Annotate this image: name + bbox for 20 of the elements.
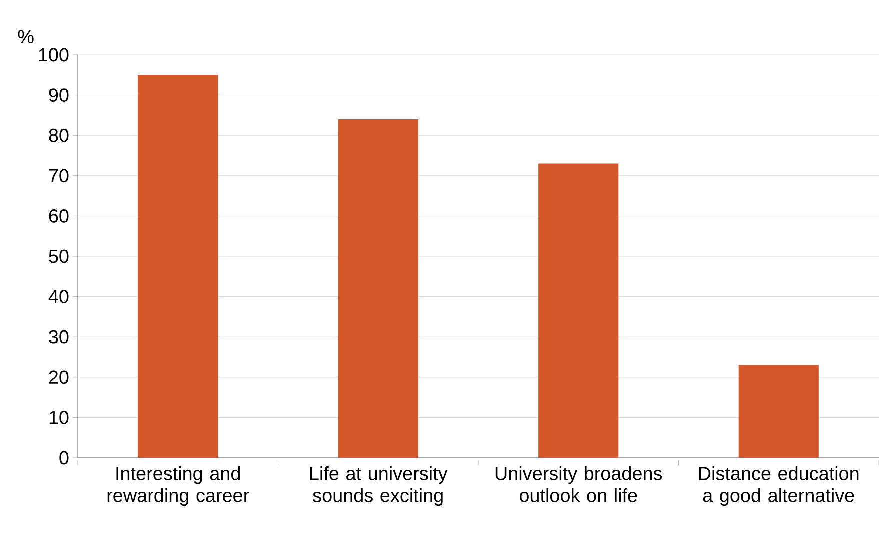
y-tick-label: 20 (49, 370, 69, 384)
y-tick-label: 0 (60, 451, 69, 465)
y-tick-label: 60 (49, 209, 69, 223)
x-tick-label: Life at university sounds exciting (310, 466, 448, 506)
bar (338, 119, 418, 458)
y-tick-label: 40 (48, 290, 69, 304)
y-axis-title: % (18, 30, 34, 44)
y-tick-label: 80 (49, 128, 69, 142)
y-tick-label: 50 (49, 250, 69, 264)
x-tick-label: University broadens outlook on life (496, 466, 662, 502)
y-tick-label: 90 (49, 88, 69, 102)
bar (538, 164, 619, 458)
bar (138, 75, 218, 458)
bar (738, 365, 819, 458)
y-tick-label: 10 (50, 410, 69, 424)
y-tick-label: 70 (49, 169, 69, 183)
y-tick-label: 100 (39, 48, 69, 62)
x-tick-label: Distance education a good alternative (699, 466, 859, 506)
y-tick-label: 30 (49, 330, 69, 344)
x-tick-label: Interesting and rewarding career (108, 466, 250, 506)
